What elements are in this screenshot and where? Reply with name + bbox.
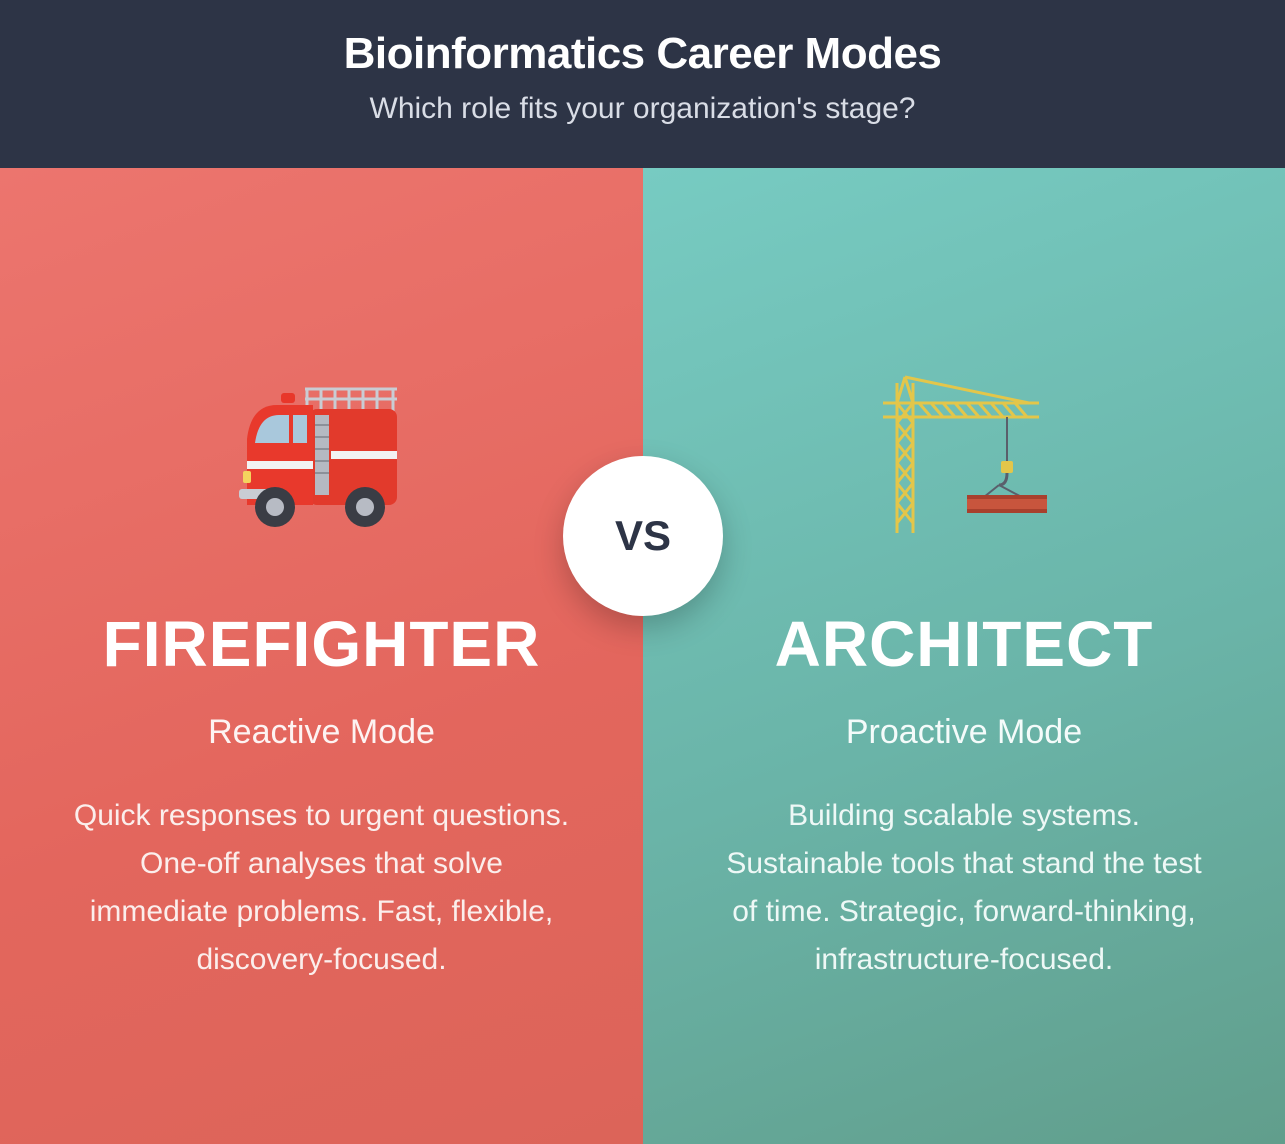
architect-mode: Proactive Mode: [845, 713, 1083, 751]
firefighter-description: Quick responses to urgent questions. One…: [73, 799, 570, 976]
page-title: Bioinformatics Career Modes: [343, 29, 942, 78]
page-subtitle: Which role fits your organization's stag…: [369, 92, 916, 125]
construction-crane-icon: [643, 373, 1285, 538]
firefighter-title: FIREFIGHTER: [102, 608, 541, 680]
firefighter-panel: FIREFIGHTER Reactive Mode Quick response…: [0, 168, 643, 1144]
architect-title: ARCHITECT: [774, 608, 1154, 680]
architect-panel: ARCHITECT Proactive Mode Building scalab…: [643, 168, 1285, 1144]
fire-engine-icon: [0, 373, 643, 538]
header: Bioinformatics Career Modes Which role f…: [0, 0, 1285, 168]
firefighter-mode: Reactive Mode: [208, 713, 435, 751]
vs-badge: VS: [563, 456, 723, 616]
architect-description: Building scalable systems. Sustainable t…: [726, 799, 1202, 976]
